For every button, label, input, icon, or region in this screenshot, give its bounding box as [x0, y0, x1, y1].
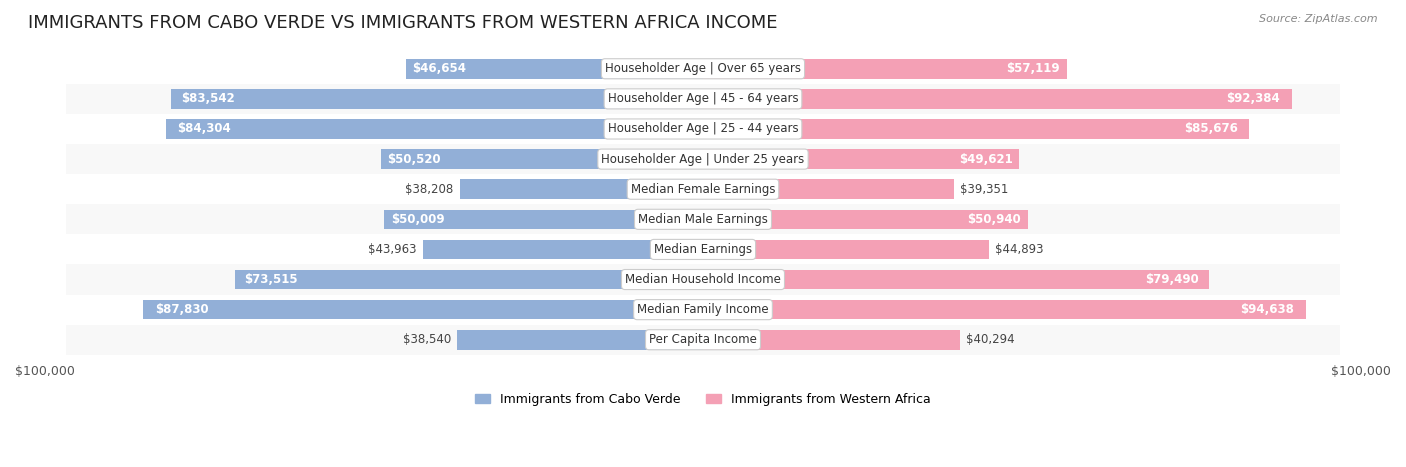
Text: $38,208: $38,208: [405, 183, 453, 196]
Bar: [66, 114, 1340, 144]
Text: IMMIGRANTS FROM CABO VERDE VS IMMIGRANTS FROM WESTERN AFRICA INCOME: IMMIGRANTS FROM CABO VERDE VS IMMIGRANTS…: [28, 14, 778, 32]
Bar: [703, 89, 1292, 109]
Bar: [703, 300, 1306, 319]
Bar: [66, 325, 1340, 355]
Text: $94,638: $94,638: [1240, 303, 1294, 316]
Text: $44,893: $44,893: [995, 243, 1043, 256]
Bar: [66, 54, 1340, 84]
Text: $50,009: $50,009: [391, 213, 444, 226]
Bar: [235, 270, 703, 290]
Text: $92,384: $92,384: [1226, 92, 1279, 106]
Text: $87,830: $87,830: [155, 303, 208, 316]
Bar: [703, 179, 953, 199]
Bar: [170, 89, 703, 109]
Text: $39,351: $39,351: [960, 183, 1008, 196]
Text: $57,119: $57,119: [1005, 62, 1060, 75]
Text: $84,304: $84,304: [177, 122, 231, 135]
Text: Householder Age | 45 - 64 years: Householder Age | 45 - 64 years: [607, 92, 799, 106]
Bar: [423, 240, 703, 259]
Text: $83,542: $83,542: [181, 92, 235, 106]
Text: Median Male Earnings: Median Male Earnings: [638, 213, 768, 226]
Bar: [703, 149, 1019, 169]
Bar: [166, 119, 703, 139]
Text: $100,000: $100,000: [15, 365, 75, 378]
Text: $100,000: $100,000: [1331, 365, 1391, 378]
Bar: [143, 300, 703, 319]
Text: $85,676: $85,676: [1184, 122, 1237, 135]
Text: Median Family Income: Median Family Income: [637, 303, 769, 316]
Text: Householder Age | Under 25 years: Householder Age | Under 25 years: [602, 153, 804, 166]
Bar: [66, 264, 1340, 295]
Text: $79,490: $79,490: [1146, 273, 1199, 286]
Bar: [703, 270, 1209, 290]
Text: Median Household Income: Median Household Income: [626, 273, 780, 286]
Text: $43,963: $43,963: [368, 243, 416, 256]
Text: $49,621: $49,621: [959, 153, 1012, 166]
Bar: [703, 330, 960, 349]
Text: $40,294: $40,294: [966, 333, 1015, 346]
Bar: [384, 210, 703, 229]
Bar: [66, 234, 1340, 264]
Text: $46,654: $46,654: [412, 62, 465, 75]
Bar: [381, 149, 703, 169]
Text: Householder Age | 25 - 44 years: Householder Age | 25 - 44 years: [607, 122, 799, 135]
Text: $50,520: $50,520: [388, 153, 441, 166]
Text: Source: ZipAtlas.com: Source: ZipAtlas.com: [1260, 14, 1378, 24]
Bar: [703, 240, 988, 259]
Text: $38,540: $38,540: [404, 333, 451, 346]
Bar: [66, 144, 1340, 174]
Bar: [66, 174, 1340, 204]
Text: Median Female Earnings: Median Female Earnings: [631, 183, 775, 196]
Bar: [66, 84, 1340, 114]
Text: $50,940: $50,940: [967, 213, 1021, 226]
Bar: [703, 210, 1028, 229]
Text: Per Capita Income: Per Capita Income: [650, 333, 756, 346]
Bar: [703, 119, 1249, 139]
Bar: [457, 330, 703, 349]
Bar: [406, 59, 703, 78]
Bar: [703, 59, 1067, 78]
Text: $73,515: $73,515: [245, 273, 298, 286]
Text: Householder Age | Over 65 years: Householder Age | Over 65 years: [605, 62, 801, 75]
Bar: [460, 179, 703, 199]
Bar: [66, 295, 1340, 325]
Legend: Immigrants from Cabo Verde, Immigrants from Western Africa: Immigrants from Cabo Verde, Immigrants f…: [471, 388, 935, 411]
Text: Median Earnings: Median Earnings: [654, 243, 752, 256]
Bar: [66, 204, 1340, 234]
